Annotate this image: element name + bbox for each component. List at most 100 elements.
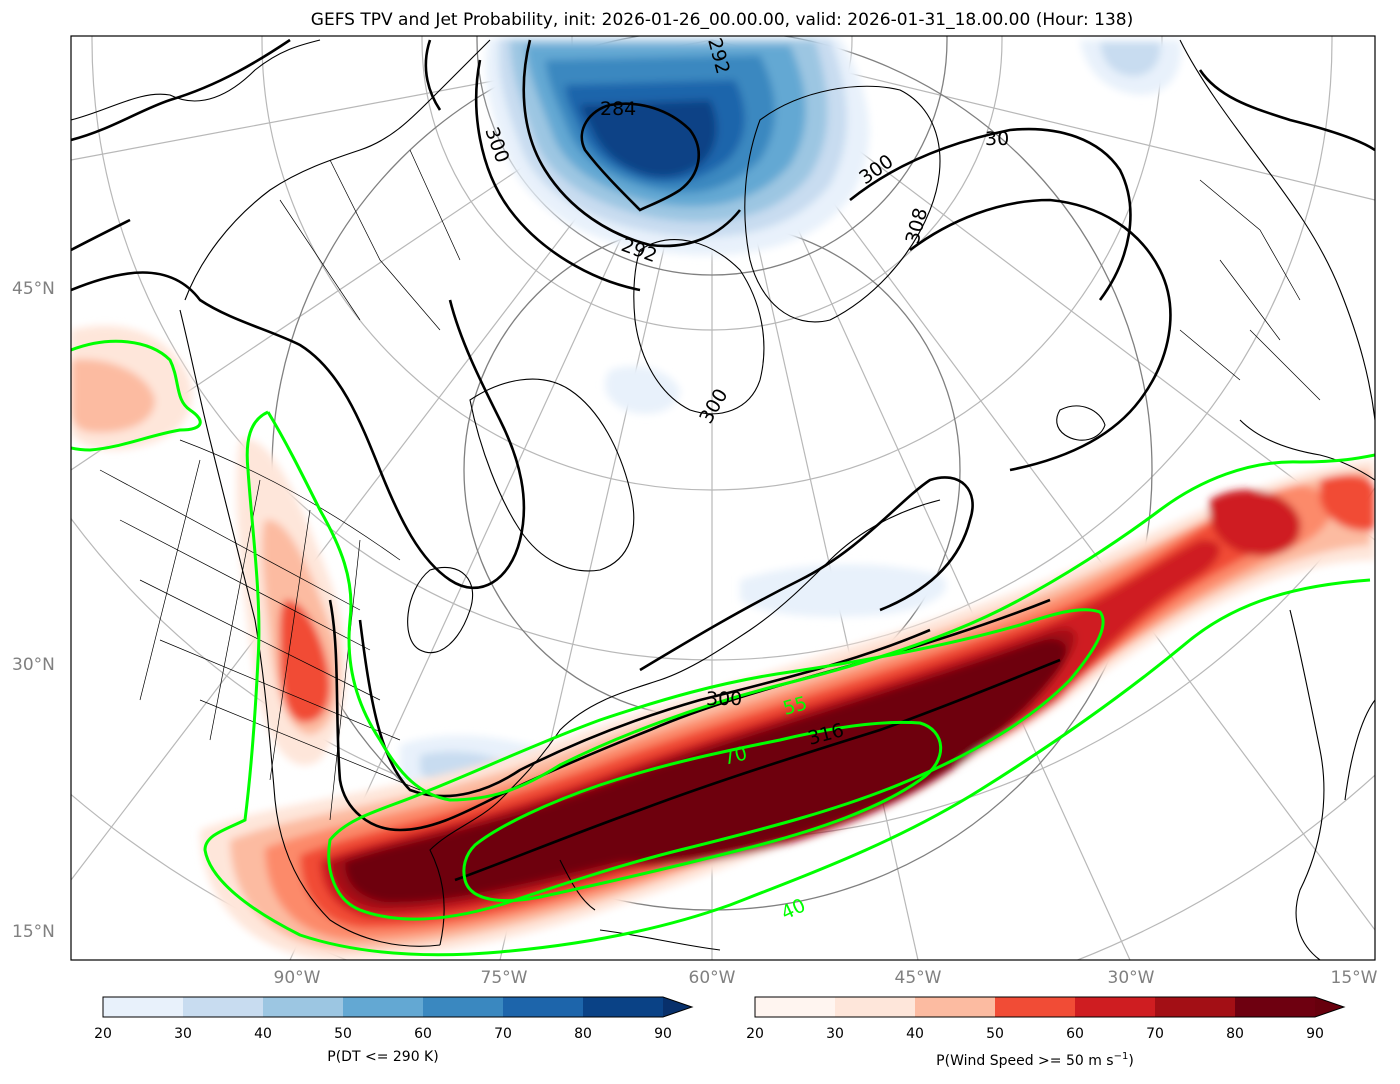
lon-label: 45°W [895,968,942,988]
lon-label: 60°W [689,968,736,988]
colorbar-label-end: ) [1128,1053,1133,1069]
border-europe [1179,179,1321,401]
colorbar-tick: 70 [494,1026,512,1042]
colorbar-swatch [1155,997,1235,1017]
jet-contours [71,339,1375,957]
colorbar-tick: 20 [94,1026,112,1042]
colorbar-swatch [263,997,343,1017]
colorbar-tick: 50 [986,1026,1004,1042]
figure-title: GEFS TPV and Jet Probability, init: 2026… [311,10,1133,30]
colorbar-swatch [343,997,423,1017]
colorbar-label: P(DT <= 290 K) [327,1049,438,1065]
map-area: 284 292 300 300 308 300 316 300 30 292 5… [71,36,1375,960]
coastline-baffin [633,239,765,415]
dt-label: 284 [600,98,636,120]
lat-label: 30°N [12,655,55,675]
dt-contour-west-fragment [71,218,131,252]
coastline-scandinavia [1179,39,1375,421]
colorbar-tick: 80 [574,1026,592,1042]
dt-contour-300-north [474,59,641,292]
lon-label: 30°W [1108,968,1155,988]
colorbar-tick: 90 [1306,1026,1324,1042]
longitude-labels: 90°W 75°W 60°W 45°W 30°W 15°W [274,968,1378,988]
jet-contour-40-pacific [71,339,202,452]
jet-contour-40 [203,410,1371,957]
dt-label: 30 [985,128,1009,150]
colorbar-tick: 30 [174,1026,192,1042]
dt-contour-292 [522,39,742,248]
tpv-fill-80 [580,100,717,177]
map-frame [70,35,1376,961]
coastline-east [429,499,941,946]
colorbar-tick: 60 [1066,1026,1084,1042]
dt-contour-300-ne [849,127,1132,301]
colorbar-swatch [755,997,835,1017]
border-provinces [279,149,461,331]
dt-contour-europe [1198,69,1375,152]
coastline-northwest [184,39,491,301]
dt-contour-316 [454,658,1061,882]
colorbar-outline [102,996,694,1018]
jet-fill-iberia [1320,474,1375,531]
colorbar-outline [754,996,1346,1018]
dt-contour-284 [580,102,700,212]
colorbar-label-main: P(Wind Speed >= 50 m s [936,1053,1113,1069]
coastlines [71,39,1375,960]
lat-label: 45°N [12,279,55,299]
coastline-caribbean [599,929,721,951]
dt-contour-300-atlantic [639,476,974,672]
coastline-iceland [1056,405,1106,441]
lon-label: 75°W [481,968,528,988]
jet-fill-80 [345,638,1067,903]
colorbar-swatch [835,997,915,1017]
dt-contour-308-ne [909,198,1172,472]
colorbar-swatch [1235,997,1315,1017]
colorbar-extend-arrow [1315,997,1344,1017]
latitude-labels: 45°N 30°N 15°N [12,279,55,942]
colorbar-tick: 90 [654,1026,672,1042]
dt-contour-nw [71,38,291,142]
dt-contour-north-fragment [424,39,442,111]
tpv-fill-hudson [605,366,680,414]
colorbar-tick: 30 [826,1026,844,1042]
colorbar-tick: 70 [1146,1026,1164,1042]
jet-contour-40-north [266,411,1375,802]
colorbar-dt: 20 30 40 50 60 70 80 90 P(DT <= 290 K) [94,996,694,1065]
colorbar-swatch [503,997,583,1017]
coastline-africa-west [1344,699,1375,801]
coastline-west [179,309,441,947]
colorbar-swatch [1075,997,1155,1017]
lat-label: 15°N [12,922,55,942]
coastline-greenland [744,85,941,323]
border-states-ns [139,459,361,821]
colorbar-swatch [103,997,183,1017]
coastline-africa [1289,609,1325,960]
coastline-europe [1239,419,1375,481]
tpv-fill-ne-30 [1100,42,1161,77]
colorbar-swatch [915,997,995,1017]
jet-fill-pacific-30 [71,359,155,433]
colorbar-swatch [583,997,663,1017]
colorbar-label-exponent: −1 [1114,1051,1129,1062]
lon-label: 90°W [274,968,321,988]
colorbar-tick: 60 [414,1026,432,1042]
colorbar-tick: 40 [906,1026,924,1042]
colorbar-tick: 20 [746,1026,764,1042]
dt-contour-300-west [71,271,526,590]
colorbar-label: P(Wind Speed >= 50 m s−1) [936,1051,1134,1069]
coastline-hudson-bay [469,378,635,572]
colorbar-wind: 20 30 40 50 60 70 80 90 P(Wind Speed >= … [746,996,1346,1069]
jet-fill-europe [1209,489,1301,556]
colorbar-tick: 50 [334,1026,352,1042]
jet-contour-55 [327,608,1105,921]
parallel-line [476,36,948,276]
coastline-great-lakes [407,566,474,654]
colorbar-tick: 80 [1226,1026,1244,1042]
border-us-canada [179,439,401,561]
colorbar-swatch [423,997,503,1017]
coastline-alaska [71,39,321,121]
jet-probability-fill [71,325,1375,960]
colorbar-swatch [183,997,263,1017]
colorbar-tick: 40 [254,1026,272,1042]
